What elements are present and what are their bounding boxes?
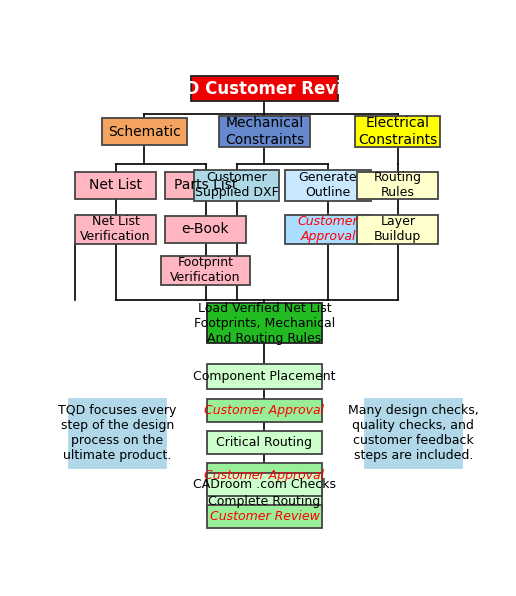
FancyBboxPatch shape xyxy=(207,473,322,496)
Text: Layer
Buildup: Layer Buildup xyxy=(374,215,422,243)
Text: Load Verified Net List
Footprints, Mechanical
And Routing Rules: Load Verified Net List Footprints, Mecha… xyxy=(194,302,335,345)
FancyBboxPatch shape xyxy=(207,464,322,486)
FancyBboxPatch shape xyxy=(285,170,370,201)
FancyBboxPatch shape xyxy=(75,215,156,244)
Text: Many design checks,
quality checks, and
customer feedback
steps are included.: Many design checks, quality checks, and … xyxy=(348,405,479,462)
FancyBboxPatch shape xyxy=(69,399,166,468)
FancyBboxPatch shape xyxy=(207,431,322,454)
Text: TQD focuses every
step of the design
process on the
ultimate product.: TQD focuses every step of the design pro… xyxy=(58,405,176,462)
FancyBboxPatch shape xyxy=(194,170,279,201)
FancyBboxPatch shape xyxy=(207,399,322,422)
FancyBboxPatch shape xyxy=(161,256,250,285)
FancyBboxPatch shape xyxy=(365,399,462,468)
FancyBboxPatch shape xyxy=(207,505,322,528)
Text: Footprint
Verification: Footprint Verification xyxy=(170,256,241,284)
FancyBboxPatch shape xyxy=(102,118,187,145)
FancyBboxPatch shape xyxy=(165,172,246,199)
Text: TQD Customer Review: TQD Customer Review xyxy=(160,79,369,98)
FancyBboxPatch shape xyxy=(355,116,440,147)
FancyBboxPatch shape xyxy=(357,172,439,199)
Text: Electrical
Constraints: Electrical Constraints xyxy=(358,116,438,147)
Text: Customer Approval: Customer Approval xyxy=(204,404,325,417)
FancyBboxPatch shape xyxy=(207,364,322,389)
FancyBboxPatch shape xyxy=(207,303,322,343)
FancyBboxPatch shape xyxy=(75,172,156,199)
FancyBboxPatch shape xyxy=(191,76,338,101)
FancyBboxPatch shape xyxy=(219,116,310,147)
FancyBboxPatch shape xyxy=(165,216,246,243)
Text: Customer
Supplied DXF: Customer Supplied DXF xyxy=(195,172,279,200)
Text: Net List: Net List xyxy=(89,178,142,193)
Text: Schematic: Schematic xyxy=(108,125,181,139)
Text: Parts List: Parts List xyxy=(174,178,237,193)
FancyBboxPatch shape xyxy=(207,490,322,513)
FancyBboxPatch shape xyxy=(285,215,370,244)
Text: Net List
Verification: Net List Verification xyxy=(80,215,151,243)
Text: Component Placement: Component Placement xyxy=(193,370,336,383)
Text: Generate
Outline: Generate Outline xyxy=(299,172,357,200)
Text: Critical Routing: Critical Routing xyxy=(216,436,313,449)
Text: CADroom .com Checks: CADroom .com Checks xyxy=(193,478,336,491)
Text: Routing
Rules: Routing Rules xyxy=(374,172,422,200)
Text: Complete Routing: Complete Routing xyxy=(208,495,320,508)
Text: Customer Approval: Customer Approval xyxy=(204,468,325,482)
Text: e-Book: e-Book xyxy=(182,222,230,237)
Text: Customer Review: Customer Review xyxy=(209,510,319,523)
Text: Customer
Approval: Customer Approval xyxy=(298,215,358,243)
Text: Mechanical
Constraints: Mechanical Constraints xyxy=(225,116,304,147)
FancyBboxPatch shape xyxy=(357,215,439,244)
